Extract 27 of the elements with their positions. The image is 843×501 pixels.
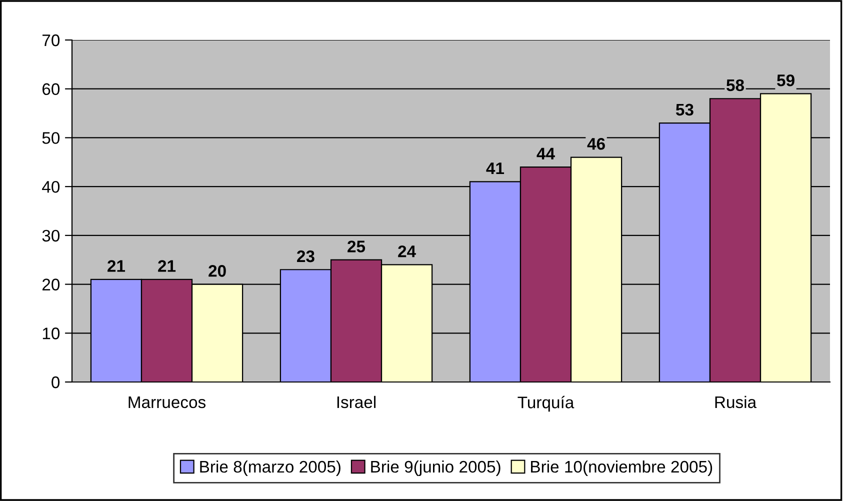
- y-tick-label: 0: [52, 376, 60, 388]
- y-tick-label: 70: [42, 34, 60, 46]
- y-tick-label: 50: [42, 132, 60, 144]
- data-label: 21: [108, 260, 126, 272]
- data-label: 24: [398, 245, 416, 258]
- legend-label: Brie 9(junio 2005): [371, 460, 500, 476]
- data-label: 41: [486, 162, 504, 174]
- x-tick-label: Rusia: [715, 396, 757, 408]
- legend-label: Brie 10(noviembre 2005): [531, 460, 712, 476]
- data-label: 25: [348, 240, 366, 252]
- data-label: 53: [676, 104, 694, 116]
- data-label: 20: [208, 265, 226, 277]
- y-tick-label: 20: [42, 278, 60, 290]
- legend-label: Brie 8(marzo 2005): [200, 460, 340, 476]
- x-tick-label: Turquía: [518, 396, 574, 412]
- data-label: 23: [297, 250, 314, 262]
- data-label: 59: [777, 74, 794, 86]
- data-label: 58: [726, 79, 744, 92]
- y-tick-label: 10: [42, 328, 60, 340]
- data-label: 44: [536, 148, 555, 160]
- y-tick-label: 60: [42, 83, 60, 96]
- data-label: 21: [158, 260, 176, 272]
- data-label: 46: [587, 138, 605, 150]
- y-tick-label: 40: [42, 180, 60, 193]
- y-tick-label: 30: [42, 230, 60, 242]
- x-tick-label: Israel: [337, 396, 376, 408]
- x-tick-label: Marruecos: [128, 396, 206, 408]
